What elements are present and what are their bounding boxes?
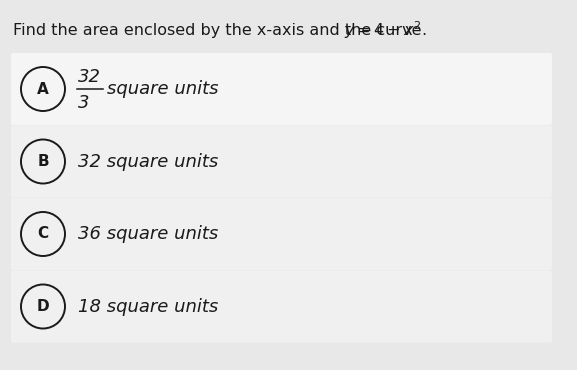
Text: B: B [37, 154, 49, 169]
Text: D: D [37, 299, 49, 314]
FancyBboxPatch shape [11, 125, 552, 198]
Circle shape [21, 139, 65, 184]
FancyBboxPatch shape [11, 270, 552, 343]
Text: 32: 32 [78, 68, 101, 87]
Circle shape [21, 212, 65, 256]
Text: 18 square units: 18 square units [78, 297, 218, 316]
Circle shape [21, 285, 65, 329]
Circle shape [21, 67, 65, 111]
Text: 32 square units: 32 square units [78, 152, 218, 171]
Text: 36 square units: 36 square units [78, 225, 218, 243]
Text: 3: 3 [78, 94, 89, 111]
Text: C: C [38, 226, 48, 242]
FancyBboxPatch shape [11, 198, 552, 270]
Text: $\mathit{y}=4-\mathit{x}^2.$: $\mathit{y}=4-\mathit{x}^2.$ [344, 19, 426, 41]
Text: Find the area enclosed by the x-axis and the curve: Find the area enclosed by the x-axis and… [13, 23, 426, 37]
FancyBboxPatch shape [11, 53, 552, 125]
Text: square units: square units [107, 80, 219, 98]
Text: A: A [37, 81, 49, 97]
